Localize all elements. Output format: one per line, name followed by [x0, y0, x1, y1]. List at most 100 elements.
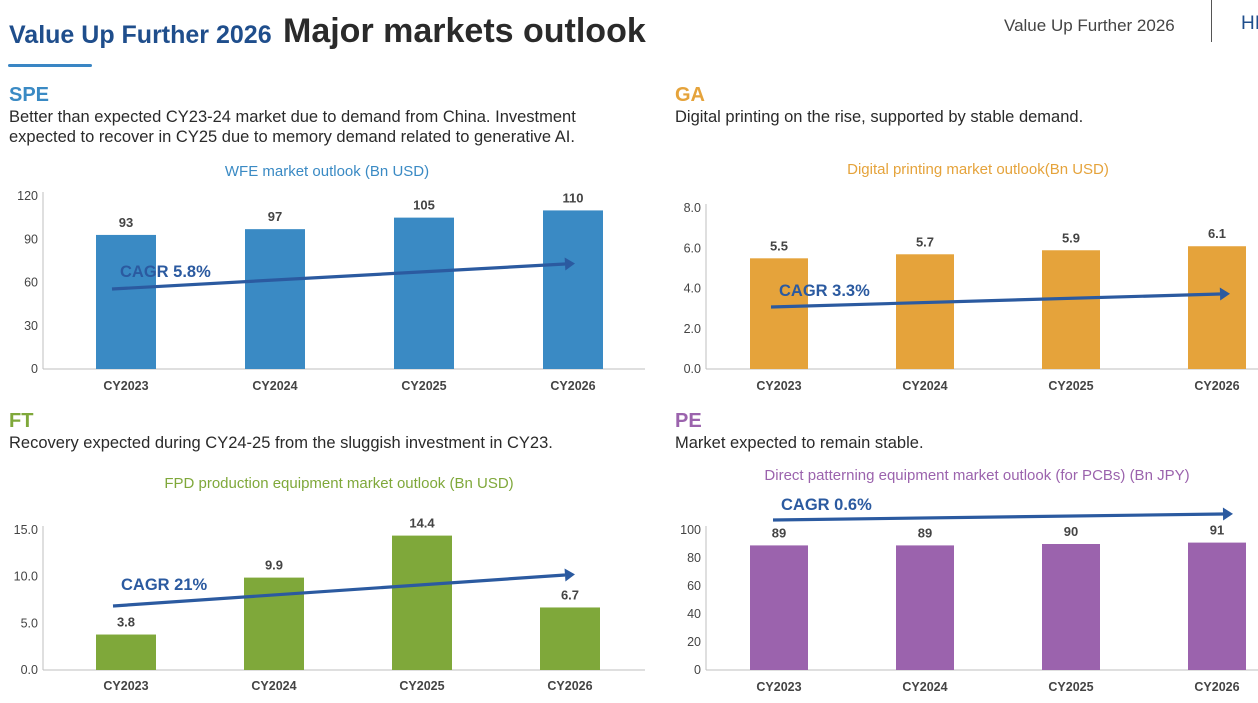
panel-pe: PE Market expected to remain stable. Dir…	[675, 410, 1258, 703]
chart-wfe-market: WFE market outlook (Bn USD) 0 30 60 90 120 93 C…	[17, 163, 645, 393]
y-tick-label: 6.0	[684, 241, 701, 255]
y-tick-label: 100	[680, 523, 701, 537]
segment-description: Better than expected CY23-24 market due …	[9, 108, 576, 146]
y-tick-label: 10.0	[14, 570, 38, 584]
cagr-arrow-head	[1222, 507, 1233, 521]
header-cut-text: HI	[1241, 13, 1258, 34]
panel-ft: FT Recovery expected during CY24-25 from…	[9, 410, 645, 703]
cagr-arrow	[112, 573, 566, 608]
bar-value-label: 6.1	[1208, 226, 1226, 241]
bar-value-label: 14.4	[409, 516, 435, 531]
header-divider	[1211, 0, 1212, 42]
y-tick-label: 8.0	[684, 201, 701, 215]
y-tick-label: 2.0	[684, 322, 701, 336]
title-underline	[8, 64, 92, 67]
cagr-arrow	[772, 512, 1224, 522]
bar-value-label: 89	[772, 525, 786, 540]
bar-value-label: 5.9	[1062, 230, 1080, 245]
y-tick-label: 60	[687, 579, 701, 593]
bar	[543, 210, 603, 369]
bar-value-label: 93	[119, 215, 133, 230]
segment-name: GA	[675, 84, 705, 106]
bar	[1042, 544, 1100, 670]
segment-description: Recovery expected during CY24-25 from th…	[9, 434, 553, 452]
category-label: CY2023	[756, 680, 801, 694]
bar	[750, 258, 808, 369]
chart-title: FPD production equipment market outlook …	[164, 475, 513, 492]
y-tick-label: 5.0	[21, 616, 38, 630]
bar	[1188, 246, 1246, 369]
bar	[896, 254, 954, 369]
y-tick-label: 20	[687, 635, 701, 649]
y-tick-label: 0.0	[21, 663, 38, 677]
category-label: CY2024	[902, 379, 947, 393]
category-label: CY2023	[103, 379, 148, 393]
cagr-label: CAGR 21%	[121, 576, 208, 594]
bar	[245, 229, 305, 369]
y-tick-label: 15.0	[14, 523, 38, 537]
chart-title: Direct patterning equipment market outlo…	[764, 467, 1189, 484]
category-label: CY2023	[103, 679, 148, 693]
segment-description: Market expected to remain stable.	[675, 434, 924, 452]
y-tick-label: 90	[24, 232, 38, 246]
y-tick-label: 4.0	[684, 282, 701, 296]
bar	[96, 634, 156, 670]
category-label: CY2023	[756, 379, 801, 393]
bar	[244, 577, 304, 670]
y-tick-label: 120	[17, 189, 38, 203]
bar-value-label: 89	[918, 525, 932, 540]
segment-name: PE	[675, 410, 702, 432]
segment-name: SPE	[9, 84, 50, 106]
category-label: CY2024	[252, 379, 297, 393]
category-label: CY2024	[251, 679, 296, 693]
panel-spe: SPE Better than expected CY23-24 market …	[9, 84, 645, 404]
chart-title: WFE market outlook (Bn USD)	[225, 163, 429, 180]
bar	[1188, 542, 1246, 670]
y-tick-label: 0.0	[684, 362, 701, 376]
chart-fpd-equipment-market: FPD production equipment market outlook …	[14, 475, 645, 693]
bar-value-label: 9.9	[265, 558, 283, 573]
panel-ga: GA Digital printing on the rise, support…	[675, 84, 1258, 404]
bar-value-label: 105	[413, 198, 435, 213]
page-header: Value Up Further 2026 Major markets outl…	[0, 0, 1258, 70]
chart-direct-patterning-market: Direct patterning equipment market outlo…	[680, 467, 1258, 694]
category-label: CY2025	[1048, 680, 1093, 694]
cagr-arrow	[770, 292, 1221, 309]
category-label: CY2026	[550, 379, 595, 393]
y-tick-label: 40	[687, 607, 701, 621]
cagr-label: CAGR 0.6%	[781, 496, 872, 514]
chart-title: Digital printing market outlook(Bn USD)	[847, 161, 1109, 178]
bar	[896, 545, 954, 670]
y-tick-label: 60	[24, 276, 38, 290]
y-tick-label: 0	[31, 362, 38, 376]
cagr-arrow-head	[1219, 287, 1230, 301]
category-label: CY2025	[399, 679, 444, 693]
y-tick-label: 0	[694, 663, 701, 677]
page-title: Major markets outlook	[283, 12, 646, 50]
header-right-label: Value Up Further 2026	[1004, 16, 1175, 35]
segment-description: Digital printing on the rise, supported …	[675, 108, 1084, 126]
segment-name: FT	[9, 410, 34, 432]
brand-title: Value Up Further 2026	[9, 21, 272, 49]
bar-value-label: 110	[563, 190, 584, 205]
cagr-arrow-head	[564, 568, 575, 582]
bar-value-label: 97	[268, 209, 282, 224]
y-tick-label: 30	[24, 319, 38, 333]
bar	[1042, 250, 1100, 369]
category-label: CY2026	[547, 679, 592, 693]
bar-value-label: 5.7	[916, 234, 934, 249]
bar-value-label: 3.8	[117, 615, 135, 630]
category-label: CY2024	[902, 680, 947, 694]
bar	[394, 217, 454, 369]
y-tick-label: 80	[687, 551, 701, 565]
bar-value-label: 6.7	[561, 587, 579, 602]
bar-value-label: 5.5	[770, 238, 788, 253]
category-label: CY2026	[1194, 680, 1239, 694]
category-label: CY2025	[401, 379, 446, 393]
chart-digital-printing-market: Digital printing market outlook(Bn USD) 0…	[684, 161, 1258, 393]
cagr-label: CAGR 5.8%	[120, 263, 211, 281]
cagr-arrow-head	[564, 257, 575, 271]
bar-value-label: 91	[1210, 523, 1224, 538]
bar	[96, 234, 156, 369]
category-label: CY2026	[1194, 379, 1239, 393]
